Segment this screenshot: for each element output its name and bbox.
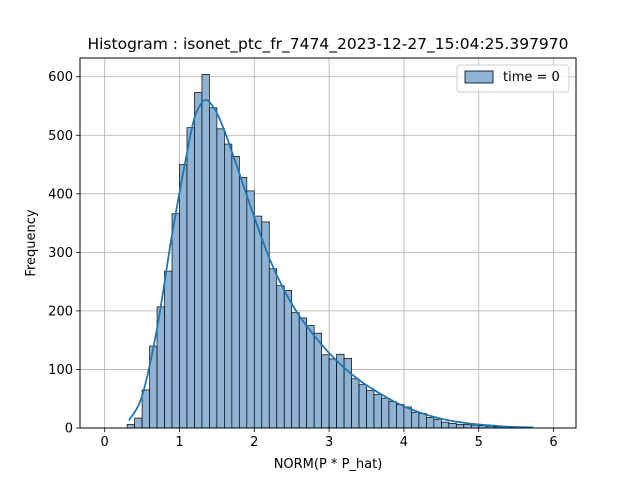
histogram-bar — [440, 421, 450, 429]
y-axis-label: Frequency — [24, 209, 39, 276]
histogram-bar — [411, 411, 420, 429]
histogram-bar — [351, 378, 360, 429]
kde-curve — [128, 99, 534, 429]
histogram-bar — [253, 215, 263, 429]
histogram-bar — [246, 190, 255, 429]
histogram-bar — [134, 417, 143, 429]
histogram-bar — [418, 413, 427, 429]
histogram-bar — [164, 270, 173, 429]
histogram-bar — [433, 418, 442, 429]
x-tick-label: 4 — [400, 435, 408, 450]
histogram-bar — [224, 143, 233, 429]
y-tick-label: 200 — [48, 304, 73, 319]
histogram-bar — [381, 397, 390, 429]
kde-line — [128, 99, 534, 429]
histogram-bar — [403, 406, 412, 429]
histogram-bar — [448, 422, 457, 429]
y-axis-ticks: 0 100 200 300 400 500 600 — [48, 70, 80, 437]
x-axis-label: NORM(P * P_hat) — [274, 457, 383, 472]
plot-frame — [79, 57, 577, 429]
histogram-bar — [171, 213, 180, 429]
y-tick-label: 400 — [48, 187, 73, 202]
y-tick-label: 100 — [48, 363, 73, 378]
x-tick-label: 6 — [549, 435, 557, 450]
histogram-bar — [194, 92, 203, 429]
x-tick-label: 0 — [101, 435, 109, 450]
histogram-bars — [126, 74, 532, 429]
histogram-bar — [141, 389, 150, 429]
legend: time = 0 — [456, 64, 570, 93]
histogram-bar — [126, 424, 135, 429]
histogram-bar — [328, 358, 337, 429]
histogram-bar — [261, 221, 270, 429]
histogram-bar — [388, 401, 397, 429]
histogram-bar — [268, 268, 278, 429]
x-axis-ticks: 0 1 2 3 4 5 6 — [101, 428, 558, 450]
histogram-bar — [306, 325, 315, 429]
histogram-bar — [186, 127, 195, 429]
histogram-bar — [209, 107, 218, 429]
histogram-bar — [366, 390, 375, 429]
x-tick-label: 5 — [475, 435, 483, 450]
histogram-bar — [201, 74, 210, 429]
legend-swatch — [464, 70, 494, 84]
histogram-bar — [298, 317, 308, 429]
x-tick-label: 3 — [325, 435, 333, 450]
histogram-bar — [373, 394, 382, 429]
histogram-bar — [216, 128, 225, 429]
histogram-bar — [463, 424, 472, 429]
histogram-bar — [276, 285, 285, 429]
histogram-bar — [291, 312, 300, 429]
histogram-bar — [358, 384, 367, 429]
y-tick-label: 300 — [48, 246, 73, 261]
x-tick-label: 1 — [175, 435, 183, 450]
histogram-bar — [455, 424, 465, 429]
legend-label: time = 0 — [503, 70, 560, 85]
y-tick-label: 500 — [48, 129, 73, 144]
histogram-bar — [313, 332, 322, 429]
histogram-bar — [179, 164, 188, 429]
histogram-bar — [238, 177, 248, 429]
histogram-bar — [396, 404, 405, 429]
histogram-bar — [283, 290, 293, 429]
chart-title: Histogram : isonet_ptc_fr_7474_2023-12-2… — [87, 35, 568, 54]
y-tick-label: 0 — [65, 422, 73, 437]
histogram-bar — [426, 417, 435, 429]
histogram-bar — [321, 354, 330, 429]
y-tick-label: 600 — [48, 70, 73, 85]
histogram-bar — [231, 156, 240, 429]
x-tick-label: 2 — [250, 435, 258, 450]
